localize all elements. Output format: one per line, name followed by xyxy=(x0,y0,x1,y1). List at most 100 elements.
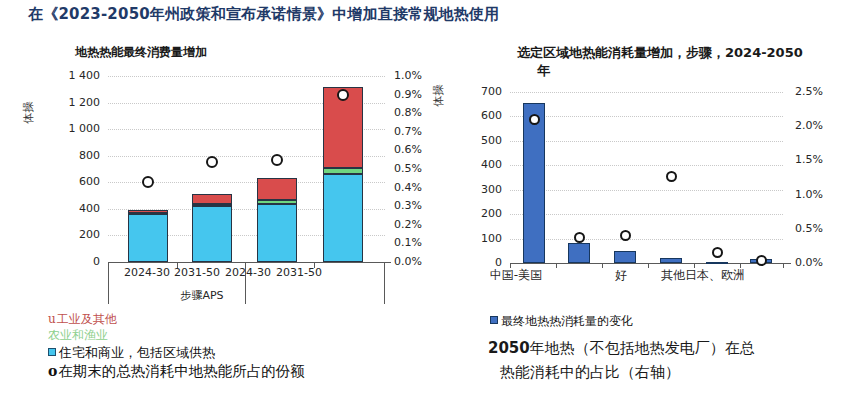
left-chart-share-marker xyxy=(337,89,349,101)
left-chart-x-tick-label: 2031-50 xyxy=(174,266,220,279)
left-chart-x-tick-label: 2024-30 xyxy=(124,266,170,279)
right-chart-y-tick-label: 500 xyxy=(454,134,502,147)
left-chart-gridline xyxy=(108,103,385,104)
right-chart-bar xyxy=(568,243,590,263)
right-chart-share-marker xyxy=(574,232,585,243)
legend-item-agriculture: 农业和渔业 xyxy=(48,327,108,344)
left-chart-y-tick-label: 800 xyxy=(42,149,100,162)
left-chart-bar-segment xyxy=(323,87,363,169)
caption-line-1: 2050年地热（不包括地热发电厂）在总 xyxy=(488,336,755,360)
right-chart-gridline xyxy=(510,92,783,93)
legend-item-residential: 住宅和商业，包括区域供热 xyxy=(48,344,215,362)
left-chart-y2-tick-label: 0.8% xyxy=(394,106,422,119)
left-chart-x-tick-label: 2031-50 xyxy=(276,266,322,279)
left-chart-gridline xyxy=(108,209,385,210)
legend-item-residential-label: 住宅和商业，包括区域供热 xyxy=(59,345,215,360)
right-chart-category-tick xyxy=(510,263,511,268)
left-chart-x-tick-label: 2024-30 xyxy=(225,266,271,279)
left-chart-category-tick xyxy=(314,262,315,268)
right-chart-x-axis xyxy=(510,263,791,264)
left-chart-group-axis-label: 步骤APS xyxy=(158,288,246,303)
right-chart-y2-tick-label: 2.0% xyxy=(795,119,823,132)
left-chart-x-axis xyxy=(108,262,391,263)
left-chart-y2-tick-label: 0.5% xyxy=(394,162,422,175)
left-chart-y2-tick-label: 0.4% xyxy=(394,181,422,194)
right-chart-y-axis-label: 体操 xyxy=(431,74,446,118)
right-chart-y2-tick-label: 0.0% xyxy=(795,256,823,269)
right-chart-bar xyxy=(523,103,545,263)
right-chart-gridline xyxy=(510,165,783,166)
right-chart-share-marker xyxy=(756,255,767,266)
left-chart-y2-tick-label: 0.2% xyxy=(394,218,422,231)
left-chart-y-tick-label: 1 000 xyxy=(42,122,100,135)
right-chart-title-years: 2024-2050 xyxy=(725,45,803,60)
right-chart-category-tick xyxy=(602,263,603,268)
left-chart-bar-segment xyxy=(323,168,363,174)
right-chart-gridline xyxy=(510,190,783,191)
left-chart-y-tick-label: 400 xyxy=(42,202,100,215)
left-chart-y2-tick-label: 0.0% xyxy=(394,255,422,268)
right-chart-y2-tick-label: 1.0% xyxy=(795,188,823,201)
legend-item-industry-label: 工业及其他 xyxy=(57,312,117,326)
right-chart-category-tick xyxy=(556,263,557,268)
page-title: 在《2023-2050年州政策和宣布承诺情景》中增加直接常规地热使用 xyxy=(28,5,500,24)
right-chart-caption: 2050年地热（不包括地热发电厂）在总 热能消耗中的占比（右轴） xyxy=(488,336,755,384)
right-chart-x-tick-label: 好 xyxy=(615,267,627,284)
left-chart-gridline xyxy=(108,156,385,157)
caption-line-2: 热能消耗中的占比（右轴） xyxy=(488,360,755,384)
left-chart-y-tick-label: 1 200 xyxy=(42,96,100,109)
left-chart-gridline xyxy=(108,76,385,77)
right-chart-category-tick xyxy=(694,263,695,268)
right-chart-gridline xyxy=(510,141,783,142)
right-chart-y-tick-label: 0 xyxy=(454,256,502,269)
right-chart-gridline xyxy=(510,214,783,215)
left-chart-y2-tick-label: 0.1% xyxy=(394,236,422,249)
left-chart-bar-segment xyxy=(257,204,297,262)
left-chart-bar-segment xyxy=(323,174,363,262)
right-chart-gridline xyxy=(510,116,783,117)
legend-item-share-label: 在期末的总热消耗中地热能所占的份额 xyxy=(58,363,305,379)
right-chart-x-tick-label: 中国-美国 xyxy=(490,267,542,284)
right-chart-y2-tick-label: 2.5% xyxy=(795,85,823,98)
right-chart-x-tick-label: 其他日本、欧洲 xyxy=(661,267,745,284)
right-chart-title: 选定区域地热能消耗量增加，步骤，2024-2050 年 xyxy=(517,44,857,79)
right-chart-y-tick-label: 400 xyxy=(454,158,502,171)
right-chart-y-tick-label: 200 xyxy=(454,207,502,220)
right-chart-y-tick-label: 300 xyxy=(454,183,502,196)
left-chart-share-marker xyxy=(142,176,154,188)
left-chart-bar-segment xyxy=(128,213,168,215)
legend-item-industry: u工业及其他 xyxy=(48,311,117,328)
left-chart-share-marker xyxy=(271,154,283,166)
right-chart-bar xyxy=(614,251,636,263)
left-chart-bar-segment xyxy=(192,194,232,204)
right-chart-bar xyxy=(750,259,772,263)
left-chart-gridline xyxy=(108,235,385,236)
right-chart-y-tick-label: 100 xyxy=(454,232,502,245)
left-chart-bar-segment xyxy=(128,214,168,262)
right-chart-category-tick xyxy=(740,263,741,268)
left-chart-y2-tick-label: 0.9% xyxy=(394,88,422,101)
right-chart-share-marker xyxy=(529,114,540,125)
right-chart-share-marker xyxy=(620,230,631,241)
left-chart-group-divider xyxy=(108,262,109,304)
legend-item-agriculture-label: 农业和渔业 xyxy=(48,328,108,342)
left-chart-bar-segment xyxy=(257,178,297,200)
legend-item-share: o在期末的总热消耗中地热能所占的份额 xyxy=(48,362,305,381)
left-chart-bar-segment xyxy=(192,206,232,262)
right-chart-title-suffix: 年 xyxy=(517,63,550,78)
final-consumption-square-marker-icon xyxy=(490,316,498,324)
right-chart-bar xyxy=(706,262,728,264)
right-chart-category-tick xyxy=(783,263,784,268)
right-chart-title-text: 选定区域地热能消耗量增加，步骤， xyxy=(517,45,725,60)
left-chart-gridline xyxy=(108,129,385,130)
right-chart-y2-tick-label: 1.5% xyxy=(795,153,823,166)
left-chart-gridline xyxy=(108,182,385,183)
share-circle-marker: o xyxy=(48,363,57,379)
right-chart-y-tick-label: 600 xyxy=(454,109,502,122)
geothermal-report-figure: 在《2023-2050年州政策和宣布承诺情景》中增加直接常规地热使用 地热热能最… xyxy=(0,0,864,401)
left-chart-y-tick-label: 200 xyxy=(42,228,100,241)
left-chart-y-tick-label: 1 400 xyxy=(42,69,100,82)
left-chart-category-tick xyxy=(177,262,178,268)
left-chart-y2-tick-label: 0.7% xyxy=(394,125,422,138)
legend-item-final-consumption: 最终地热热消耗量的变化 xyxy=(490,313,633,330)
